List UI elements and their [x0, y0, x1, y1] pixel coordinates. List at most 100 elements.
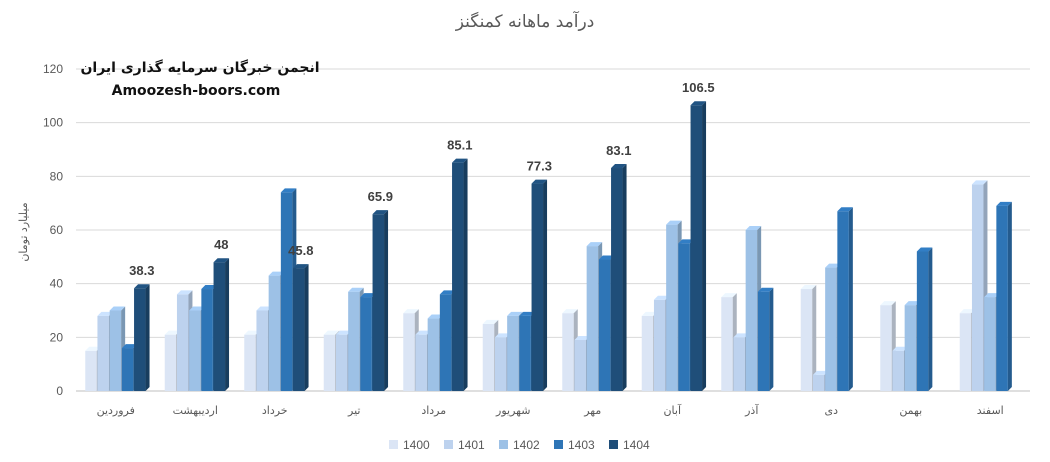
legend-item: 1402: [499, 438, 540, 452]
bar-side: [543, 179, 548, 391]
bar-top: [586, 242, 603, 247]
y-tick-label: 80: [50, 169, 64, 183]
y-tick-label: 40: [50, 277, 64, 291]
data-labels: 38.3 48 45.8 65.9 85.1 77.3 83.1 106.5: [129, 80, 714, 278]
bar-front: [427, 318, 440, 391]
bar-front: [984, 297, 996, 391]
bar-top: [800, 285, 817, 290]
bar-front: [507, 315, 519, 391]
legend-swatch: [389, 440, 398, 449]
gridlines: [76, 68, 1030, 392]
bar-front: [348, 291, 360, 391]
bar-top: [293, 264, 309, 269]
bar-top: [812, 370, 829, 375]
bar-top: [323, 330, 340, 335]
bar-front: [971, 184, 984, 391]
bar-top: [641, 311, 658, 316]
bar-front: [574, 340, 586, 391]
bar-front: [335, 334, 348, 391]
x-category-label: فروردین: [97, 404, 135, 417]
y-axis-label: میلیارد تومان: [17, 202, 30, 261]
bar-top: [372, 210, 389, 215]
y-axis-ticks: 0 20 40 60 80 100 120: [43, 62, 63, 398]
x-category-label: تیر: [347, 404, 360, 417]
bar-front: [678, 243, 690, 391]
bar-front: [586, 246, 599, 391]
bar-front: [721, 297, 733, 391]
bar-front: [134, 288, 146, 391]
bar-1403: [757, 287, 774, 391]
bar-top: [403, 309, 419, 314]
bar-top: [690, 101, 707, 106]
bar-top: [482, 319, 499, 324]
legend-item: 1401: [444, 438, 485, 452]
legend-label: 1404: [623, 438, 650, 452]
bar-top: [97, 311, 113, 316]
bar-top: [213, 258, 230, 263]
bar-top: [189, 306, 205, 311]
bar-front: [519, 315, 531, 391]
bar-top: [244, 330, 260, 335]
bar-side: [463, 158, 468, 391]
bar-side: [928, 247, 933, 391]
bar-front: [439, 294, 452, 391]
bar-top: [574, 336, 590, 341]
bar-top: [439, 290, 456, 295]
bar-front: [97, 315, 109, 391]
bar-front: [562, 313, 574, 391]
bar-top: [880, 301, 896, 306]
bar-top: [678, 239, 694, 244]
legend-swatch: [554, 440, 563, 449]
data-label: 77.3: [527, 159, 552, 174]
legend-swatch: [609, 440, 618, 449]
watermark-line-2: Amoozesh-boors.com: [112, 83, 281, 99]
legend-label: 1400: [403, 438, 430, 452]
bar-front: [494, 337, 507, 391]
bar-top: [611, 164, 627, 169]
watermark-line-1: انجمن خبرگان سرمایه گذاری ایران: [80, 59, 319, 76]
bar-top: [745, 226, 762, 230]
legend-item: 1404: [609, 438, 650, 452]
bar-front: [996, 205, 1008, 391]
bar-top: [280, 188, 297, 193]
x-category-label: مهر: [583, 404, 601, 417]
bar-front: [85, 350, 97, 391]
y-tick-label: 120: [43, 62, 63, 76]
bar-top: [85, 346, 101, 351]
y-tick-label: 60: [50, 223, 64, 237]
bar-top: [959, 309, 976, 314]
legend-label: 1402: [513, 438, 540, 452]
bar-front: [176, 294, 189, 391]
bar-front: [690, 105, 703, 391]
legend-swatch: [499, 440, 508, 449]
bar-top: [562, 309, 578, 314]
bar-top: [598, 255, 615, 260]
bar-front: [415, 334, 427, 391]
bar-side: [384, 210, 389, 391]
bar-1404: [611, 164, 627, 391]
bar-series: [85, 101, 1012, 391]
bar-top: [109, 306, 126, 311]
bar-top: [733, 333, 749, 338]
x-axis-categories: فروردین اردیبهشت خرداد تیر مرداد شهریور مهر آبا…: [97, 403, 1004, 417]
bar-side: [848, 207, 853, 391]
bar-front: [666, 224, 678, 391]
bar-1404: [372, 210, 389, 391]
y-tick-label: 20: [50, 330, 64, 344]
bar-top: [825, 263, 841, 268]
bar-top: [452, 158, 468, 163]
bar-front: [812, 374, 825, 391]
bar-top: [176, 290, 193, 295]
bar-front: [109, 310, 122, 391]
x-category-label: شهریور: [495, 404, 530, 417]
bar-top: [653, 295, 670, 300]
x-category-label: خرداد: [262, 404, 288, 417]
bar-side: [769, 287, 774, 391]
bar-front: [892, 350, 904, 391]
bar-1404: [293, 264, 309, 391]
x-category-label: اردیبهشت: [173, 404, 218, 417]
bar-top: [519, 311, 535, 316]
bar-front: [745, 230, 758, 391]
bar-front: [360, 297, 372, 391]
y-tick-label: 0: [56, 384, 63, 398]
